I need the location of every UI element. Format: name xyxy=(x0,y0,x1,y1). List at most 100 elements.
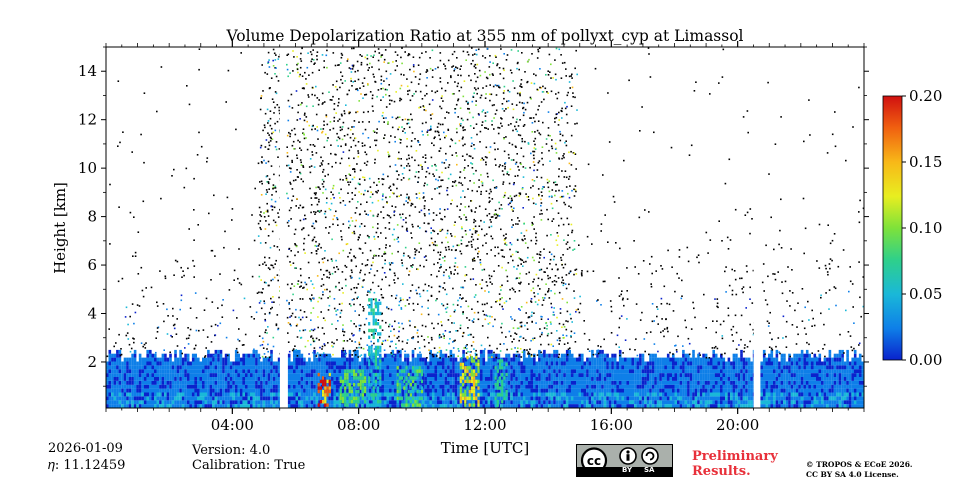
heatmap-cell xyxy=(553,365,556,370)
heatmap-cell xyxy=(434,369,438,374)
heatmap-cell xyxy=(371,380,374,385)
heatmap-cell xyxy=(262,288,264,290)
heatmap-cell xyxy=(512,396,516,401)
heatmap-cell xyxy=(207,361,210,366)
heatmap-cell xyxy=(783,396,786,401)
heatmap-cell xyxy=(430,117,432,120)
heatmap-cell xyxy=(442,377,445,381)
heatmap-cell xyxy=(533,365,536,370)
heatmap-cell xyxy=(449,380,453,385)
heatmap-cell xyxy=(786,300,788,302)
heatmap-cell xyxy=(654,400,657,405)
heatmap-cell xyxy=(245,404,248,408)
heatmap-cell xyxy=(474,353,478,358)
heatmap-cell xyxy=(356,357,359,362)
heatmap-cell xyxy=(149,365,152,370)
heatmap-cell xyxy=(770,380,774,385)
heatmap-cell xyxy=(525,392,528,397)
heatmap-cell xyxy=(128,377,132,381)
heatmap-cell xyxy=(373,377,377,381)
heatmap-cell xyxy=(414,396,417,401)
heatmap-cell xyxy=(553,307,555,309)
heatmap-cell xyxy=(581,384,584,389)
heatmap-cell xyxy=(277,380,281,385)
heatmap-cell xyxy=(775,349,779,354)
heatmap-cell xyxy=(184,396,187,401)
heatmap-cell xyxy=(737,357,741,362)
heatmap-cell xyxy=(697,392,700,397)
heatmap-cell xyxy=(591,377,594,381)
heatmap-cell xyxy=(848,377,852,381)
heatmap-cell xyxy=(515,361,518,366)
heatmap-cell xyxy=(169,380,172,385)
heatmap-cell xyxy=(291,161,293,163)
heatmap-cell xyxy=(346,340,349,342)
heatmap-cell xyxy=(275,396,278,401)
heatmap-cell xyxy=(318,365,321,370)
heatmap-cell xyxy=(606,369,609,374)
heatmap-cell xyxy=(737,388,741,393)
heatmap-cell xyxy=(490,353,493,358)
heatmap-cell xyxy=(508,330,511,333)
heatmap-cell xyxy=(540,400,544,405)
heatmap-cell xyxy=(300,365,304,370)
heatmap-cell xyxy=(341,75,344,77)
heatmap-cell xyxy=(563,61,566,64)
heatmap-cell xyxy=(439,365,443,370)
heatmap-cell xyxy=(290,392,293,397)
heatmap-cell xyxy=(186,380,190,385)
heatmap-cell xyxy=(576,369,579,374)
heatmap-cell xyxy=(271,138,274,140)
heatmap-cell xyxy=(790,388,794,393)
heatmap-cell xyxy=(388,222,391,224)
heatmap-cell xyxy=(491,104,494,107)
heatmap-cell xyxy=(613,373,617,377)
heatmap-cell xyxy=(507,353,511,358)
heatmap-cell xyxy=(841,392,844,397)
heatmap-cell xyxy=(704,392,708,397)
heatmap-cell xyxy=(353,380,357,385)
heatmap-cell xyxy=(341,128,343,131)
heatmap-cell xyxy=(323,369,326,374)
heatmap-cell xyxy=(277,327,280,330)
heatmap-cell xyxy=(838,392,842,397)
heatmap-cell xyxy=(366,357,369,362)
heatmap-cell xyxy=(428,244,431,247)
heatmap-cell xyxy=(563,380,566,385)
heatmap-cell xyxy=(490,373,493,377)
heatmap-cell xyxy=(439,285,442,288)
heatmap-cell xyxy=(555,377,559,381)
heatmap-cell xyxy=(530,384,534,389)
heatmap-cell xyxy=(186,384,190,389)
heatmap-cell xyxy=(199,373,203,377)
heatmap-cell xyxy=(436,130,439,133)
heatmap-cell xyxy=(159,373,162,377)
heatmap-cell xyxy=(303,373,306,377)
heatmap-cell xyxy=(576,380,579,385)
heatmap-cell xyxy=(443,131,445,134)
heatmap-cell xyxy=(482,377,486,381)
heatmap-cell xyxy=(821,380,824,385)
heatmap-cell xyxy=(740,404,743,408)
heatmap-cell xyxy=(601,388,604,393)
heatmap-cell xyxy=(227,404,230,408)
heatmap-cell xyxy=(361,400,364,405)
heatmap-cell xyxy=(785,392,789,397)
heatmap-cell xyxy=(851,365,854,370)
heatmap-cell xyxy=(438,186,440,188)
heatmap-cell xyxy=(266,348,268,350)
heatmap-cell xyxy=(141,361,144,366)
heatmap-cell xyxy=(581,400,584,405)
heatmap-cell xyxy=(798,365,801,370)
heatmap-cell xyxy=(565,377,569,381)
heatmap-cell xyxy=(538,373,541,377)
heatmap-cell xyxy=(790,357,794,362)
heatmap-cell xyxy=(760,384,763,389)
heatmap-cell xyxy=(116,365,119,370)
heatmap-cell xyxy=(512,357,516,362)
heatmap-cell xyxy=(530,373,534,377)
heatmap-cell xyxy=(234,361,238,366)
heatmap-cell xyxy=(656,365,660,370)
heatmap-cell xyxy=(712,404,715,408)
heatmap-cell xyxy=(227,373,230,377)
